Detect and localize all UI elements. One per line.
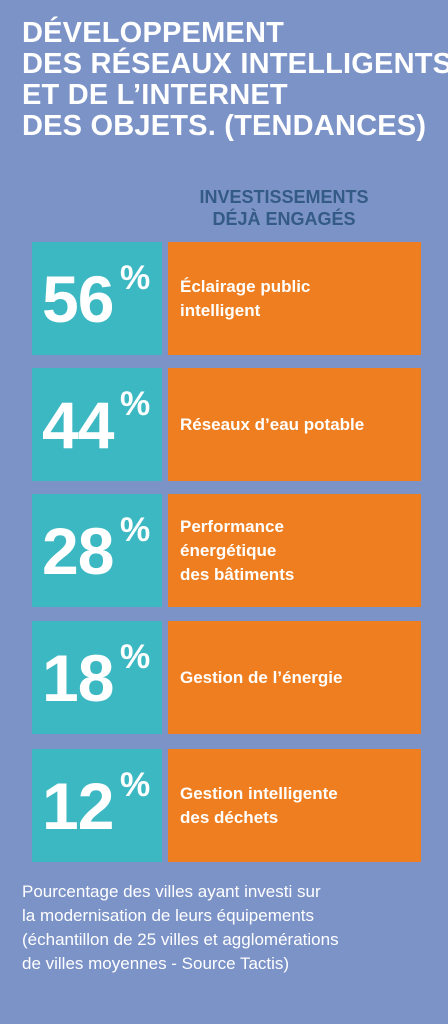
title-line: DES OBJETS. (TENDANCES) bbox=[22, 110, 427, 142]
category-box: Éclairage public intelligent bbox=[168, 242, 421, 355]
percent-box: 12 % bbox=[32, 749, 162, 862]
percent-symbol: % bbox=[120, 259, 151, 297]
footnote-line: Pourcentage des villes ayant investi sur bbox=[22, 882, 321, 901]
percent-symbol: % bbox=[120, 766, 151, 804]
percent-value: 44 bbox=[42, 388, 114, 462]
category-label: Performance énergétique des bâtiments bbox=[180, 515, 416, 587]
percent-symbol: % bbox=[120, 385, 151, 423]
footnote-line: de villes moyennes - Source Tactis) bbox=[22, 954, 290, 973]
category-label-line: Éclairage public bbox=[180, 276, 311, 296]
category-label-line: des déchets bbox=[180, 807, 279, 827]
percent-box: 18 % bbox=[32, 621, 162, 734]
percent-box: 56 % bbox=[32, 242, 162, 355]
category-label-line: Gestion de l’énergie bbox=[180, 667, 343, 687]
title-line: DES RÉSEAUX INTELLIGENTS bbox=[22, 48, 448, 80]
footnote-line: (échantillon de 25 villes et agglomérati… bbox=[22, 930, 339, 949]
investments-header-line: DÉJÀ ENGAGÉS bbox=[212, 209, 356, 229]
title-line: ET DE L’INTERNET bbox=[22, 79, 288, 111]
category-label: Gestion de l’énergie bbox=[180, 666, 416, 690]
category-label: Gestion intelligente des déchets bbox=[180, 782, 416, 830]
percent-value: 12 bbox=[42, 769, 114, 843]
category-label-line: énergétique bbox=[180, 540, 277, 560]
investments-header: INVESTISSEMENTS DÉJÀ ENGAGÉS bbox=[168, 186, 400, 230]
title-line: DÉVELOPPEMENT bbox=[22, 17, 285, 49]
category-label-line: Réseaux d’eau potable bbox=[180, 414, 365, 434]
footnote-line: la modernisation de leurs équipements bbox=[22, 906, 315, 925]
category-label-line: Performance bbox=[180, 516, 284, 536]
footnote: Pourcentage des villes ayant investi sur… bbox=[22, 880, 432, 976]
category-box: Performance énergétique des bâtiments bbox=[168, 494, 421, 607]
category-label-line: intelligent bbox=[180, 300, 261, 320]
category-box: Réseaux d’eau potable bbox=[168, 368, 421, 481]
category-box: Gestion intelligente des déchets bbox=[168, 749, 421, 862]
category-box: Gestion de l’énergie bbox=[168, 621, 421, 734]
category-label: Réseaux d’eau potable bbox=[180, 413, 416, 437]
category-label-line: Gestion intelligente bbox=[180, 783, 338, 803]
percent-box: 44 % bbox=[32, 368, 162, 481]
category-label: Éclairage public intelligent bbox=[180, 275, 416, 323]
percent-value: 18 bbox=[42, 641, 114, 715]
percent-value: 28 bbox=[42, 514, 114, 588]
category-label-line: des bâtiments bbox=[180, 564, 295, 584]
percent-box: 28 % bbox=[32, 494, 162, 607]
page-title: DÉVELOPPEMENT DES RÉSEAUX INTELLIGENTS E… bbox=[22, 17, 448, 142]
percent-symbol: % bbox=[120, 511, 151, 549]
percent-symbol: % bbox=[120, 638, 151, 676]
percent-value: 56 bbox=[42, 262, 114, 336]
investments-header-line: INVESTISSEMENTS bbox=[199, 187, 369, 207]
